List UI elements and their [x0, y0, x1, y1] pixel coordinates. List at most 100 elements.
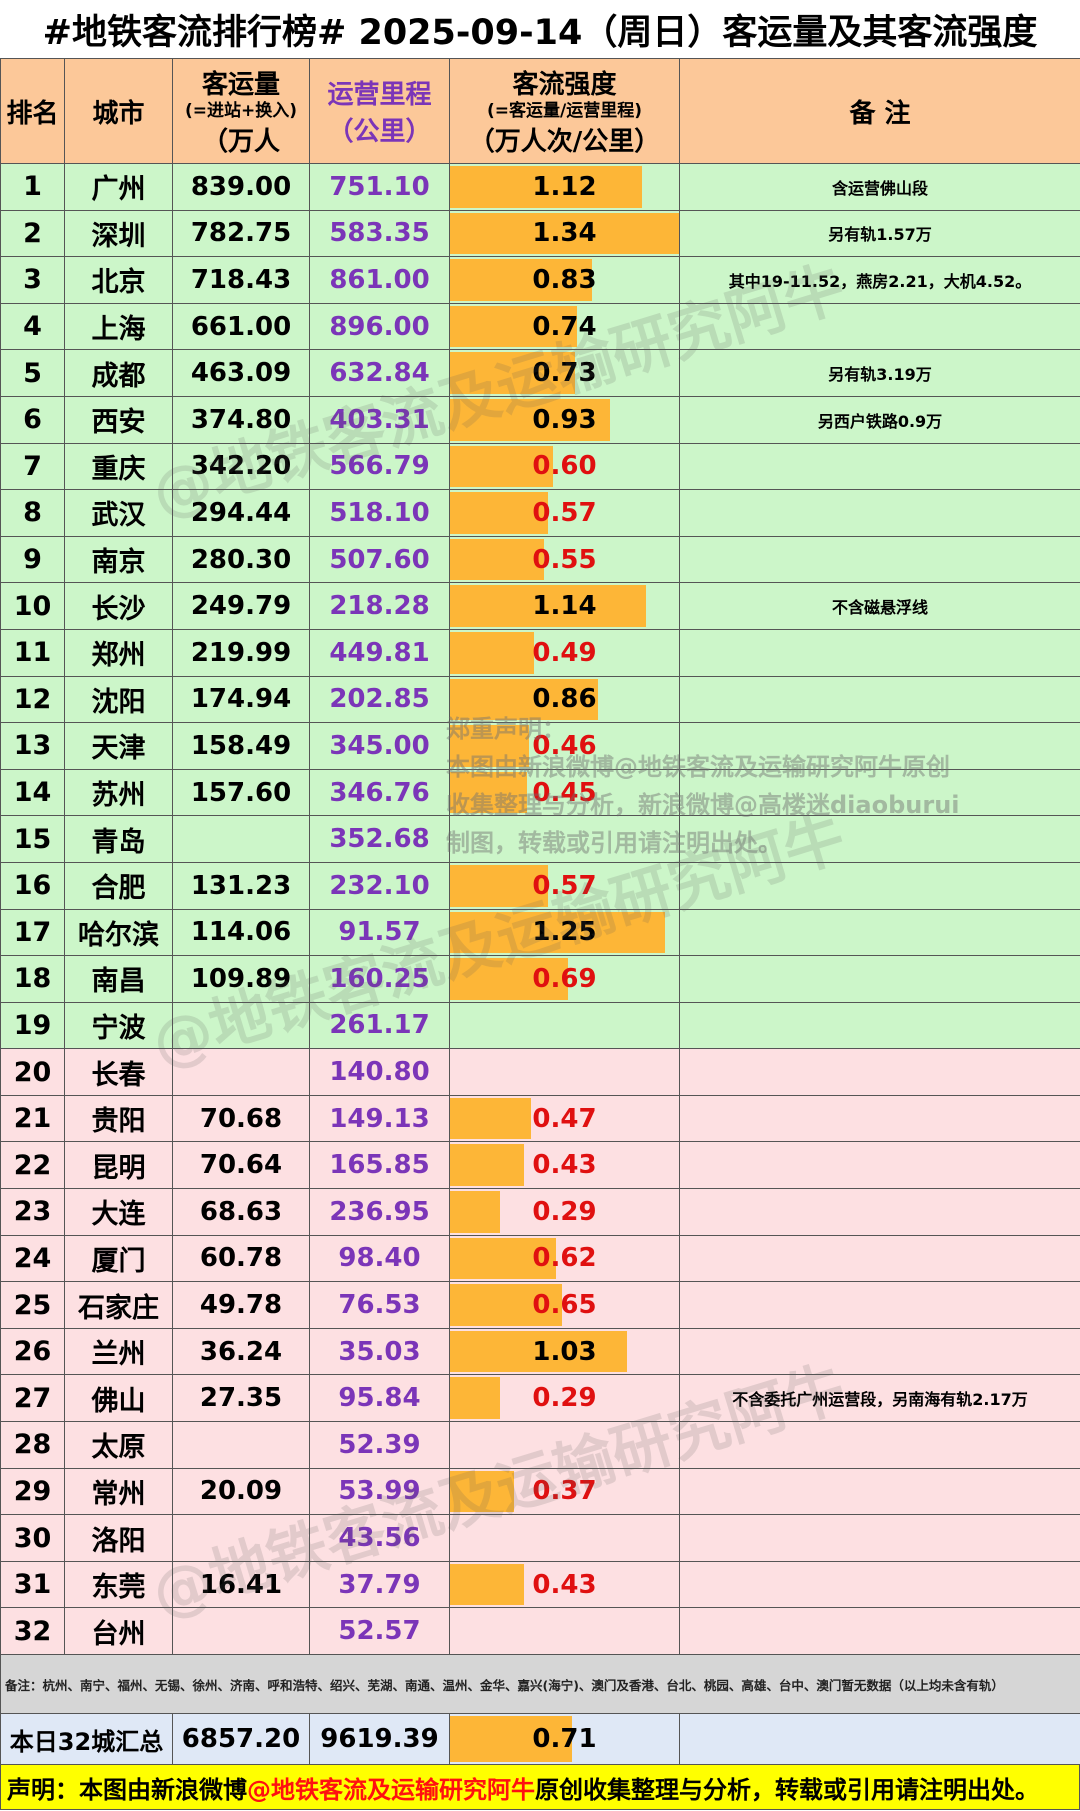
intensity-cell: 0.37: [449, 1467, 680, 1516]
intensity-cell: 0.65: [449, 1281, 680, 1329]
intensity-bar: [450, 445, 553, 488]
footer-handle[interactable]: @地铁客流及运输研究阿牛: [247, 1775, 535, 1804]
table-row: 22 昆明 70.64 165.85 0.43: [0, 1141, 1080, 1190]
city-cell: 上海: [64, 302, 173, 351]
city-cell: 宁波: [64, 1001, 173, 1050]
city-cell: 武汉: [64, 489, 173, 537]
note-cell: [679, 955, 1080, 1003]
intensity-cell: [449, 1048, 680, 1096]
note-cell: [679, 1281, 1080, 1329]
note-cell: [679, 535, 1080, 584]
table-row: 28 太原 52.39: [0, 1421, 1080, 1469]
volume-cell: 782.75: [172, 209, 310, 258]
footer-suffix: 原创收集整理与分析，转载或引用请注明出处。: [535, 1775, 1039, 1804]
rank-cell: 25: [0, 1281, 65, 1329]
note-cell: [679, 908, 1080, 957]
table-header: 排名 城市 客运量 (=进站+换入) （万人 运营里程 （公里） 客流强度 (=…: [0, 58, 1080, 164]
rank-cell: 2: [0, 209, 65, 258]
intensity-cell: 0.43: [449, 1141, 680, 1190]
intensity-value: 0.93: [532, 404, 597, 435]
note-cell: [679, 1421, 1080, 1469]
intensity-value: 0.29: [532, 1383, 597, 1414]
intensity-bar: [450, 1144, 524, 1187]
rank-cell: 28: [0, 1421, 65, 1469]
volume-cell: 68.63: [172, 1188, 310, 1236]
city-cell: 苏州: [64, 768, 173, 817]
intensity-cell: 0.29: [449, 1374, 680, 1423]
table-row: 15 青岛 352.68: [0, 815, 1080, 863]
volume-cell: 718.43: [172, 256, 310, 304]
rank-cell: 1: [0, 163, 65, 211]
rank-cell: 10: [0, 582, 65, 630]
intensity-value: 1.34: [532, 218, 597, 249]
table-row: 32 台州 52.57: [0, 1607, 1080, 1655]
intensity-bar: [450, 1470, 514, 1513]
table-row: 20 长春 140.80: [0, 1048, 1080, 1096]
rank-cell: 23: [0, 1188, 65, 1236]
intensity-bar: [450, 958, 568, 1000]
intensity-cell: [449, 1001, 680, 1050]
table-row: 5 成都 463.09 632.84 0.73 另有轨3.19万: [0, 349, 1080, 397]
footer-prefix: 声明：本图由新浪微博: [7, 1775, 247, 1804]
volume-cell: 157.60: [172, 768, 310, 817]
note-cell: [679, 1327, 1080, 1376]
mileage-cell: 37.79: [309, 1560, 450, 1609]
city-cell: 郑州: [64, 628, 173, 677]
note-cell: 另有轨1.57万: [679, 209, 1080, 258]
intensity-cell: 1.14: [449, 582, 680, 630]
mileage-cell: 95.84: [309, 1374, 450, 1423]
intensity-value: 0.60: [532, 451, 597, 482]
rank-cell: 15: [0, 815, 65, 863]
note-cell: 其中19-11.52，燕房2.21，大机4.52。: [679, 256, 1080, 304]
volume-cell: 158.49: [172, 722, 310, 770]
intensity-bar: [450, 864, 548, 907]
note-cell: [679, 722, 1080, 770]
table-row: 8 武汉 294.44 518.10 0.57: [0, 489, 1080, 537]
volume-cell: 70.68: [172, 1094, 310, 1143]
volume-cell: [172, 1048, 310, 1096]
volume-cell: 249.79: [172, 582, 310, 630]
note-cell: [679, 1234, 1080, 1283]
mileage-cell: 346.76: [309, 768, 450, 817]
intensity-cell: 0.55: [449, 535, 680, 584]
table-row: 29 常州 20.09 53.99 0.37: [0, 1467, 1080, 1516]
intensity-value: 1.14: [532, 591, 597, 622]
note-cell: [679, 1467, 1080, 1516]
mileage-cell: 91.57: [309, 908, 450, 957]
city-cell: 佛山: [64, 1374, 173, 1423]
intensity-value: 0.86: [532, 684, 597, 715]
rank-cell: 9: [0, 535, 65, 584]
volume-cell: 342.20: [172, 442, 310, 491]
total-mileage: 9619.39: [309, 1713, 450, 1765]
remark-row: 备注：杭州、南宁、福州、无锡、徐州、济南、呼和浩特、绍兴、芜湖、南通、温州、金华…: [0, 1654, 1080, 1714]
mileage-cell: 352.68: [309, 815, 450, 863]
intensity-bar: [450, 678, 598, 721]
city-cell: 西安: [64, 395, 173, 444]
intensity-bar: [450, 305, 577, 348]
volume-cell: [172, 1514, 310, 1562]
volume-cell: 20.09: [172, 1467, 310, 1516]
rank-cell: 24: [0, 1234, 65, 1283]
rank-cell: 17: [0, 908, 65, 957]
mileage-cell: 449.81: [309, 628, 450, 677]
table-row: 13 天津 158.49 345.00 0.46: [0, 722, 1080, 770]
table-row: 9 南京 280.30 507.60 0.55: [0, 535, 1080, 584]
rank-cell: 4: [0, 302, 65, 351]
table-row: 31 东莞 16.41 37.79 0.43: [0, 1560, 1080, 1609]
note-cell: [679, 768, 1080, 817]
rank-cell: 8: [0, 489, 65, 537]
rank-cell: 21: [0, 1094, 65, 1143]
table-row: 24 厦门 60.78 98.40 0.62: [0, 1234, 1080, 1283]
mileage-cell: 566.79: [309, 442, 450, 491]
volume-cell: 27.35: [172, 1374, 310, 1423]
city-cell: 昆明: [64, 1141, 173, 1190]
intensity-cell: [449, 815, 680, 863]
rank-cell: 12: [0, 675, 65, 724]
intensity-bar: [450, 771, 527, 814]
note-cell: [679, 1607, 1080, 1655]
mileage-cell: 896.00: [309, 302, 450, 351]
intensity-value: 0.55: [532, 544, 597, 575]
city-cell: 天津: [64, 722, 173, 770]
note-cell: [679, 1141, 1080, 1190]
city-cell: 常州: [64, 1467, 173, 1516]
